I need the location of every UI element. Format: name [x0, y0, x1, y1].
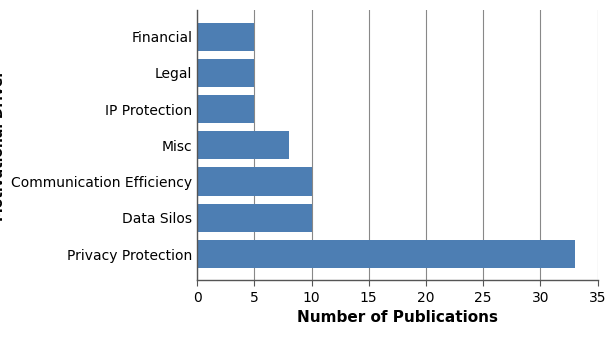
Bar [197, 204, 312, 232]
Bar [197, 168, 312, 196]
Bar [197, 59, 254, 87]
X-axis label: Number of Publications: Number of Publications [297, 311, 498, 325]
Bar [197, 23, 254, 51]
Bar [197, 240, 575, 268]
Y-axis label: Motivational Driver: Motivational Driver [0, 70, 6, 221]
Bar [197, 131, 289, 159]
Bar [197, 95, 254, 123]
